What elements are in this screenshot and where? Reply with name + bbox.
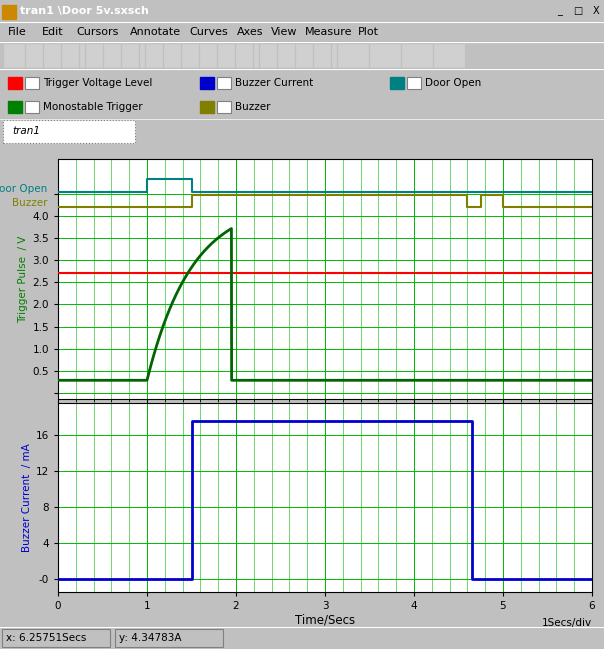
- Bar: [80, 44, 84, 67]
- Bar: [588, 2, 604, 20]
- Text: □: □: [573, 6, 583, 16]
- Bar: [8, 77, 22, 89]
- Bar: [434, 44, 464, 67]
- Bar: [26, 44, 42, 67]
- Bar: [552, 2, 568, 20]
- Text: Trigger Voltage Level: Trigger Voltage Level: [43, 78, 152, 88]
- Bar: [200, 77, 214, 89]
- Bar: [217, 101, 231, 112]
- Bar: [402, 44, 432, 67]
- Bar: [407, 77, 421, 89]
- Bar: [182, 44, 198, 67]
- Text: Buzzer: Buzzer: [12, 198, 47, 208]
- Bar: [390, 77, 404, 89]
- Text: File: File: [8, 27, 27, 37]
- Text: _: _: [557, 6, 562, 16]
- Bar: [200, 44, 216, 67]
- Text: Monostable Trigger: Monostable Trigger: [43, 101, 143, 112]
- X-axis label: Time/Secs: Time/Secs: [295, 614, 355, 627]
- Bar: [218, 44, 234, 67]
- Bar: [2, 5, 16, 19]
- Text: Measure: Measure: [304, 27, 352, 37]
- Text: Plot: Plot: [358, 27, 379, 37]
- Bar: [217, 77, 231, 89]
- Bar: [86, 44, 102, 67]
- Text: Cursors: Cursors: [76, 27, 118, 37]
- Text: Curves: Curves: [190, 27, 228, 37]
- Bar: [8, 101, 22, 112]
- Bar: [146, 44, 162, 67]
- Text: y: 4.34783A: y: 4.34783A: [119, 633, 181, 643]
- Text: Door Open: Door Open: [0, 184, 47, 193]
- Bar: [370, 44, 400, 67]
- Bar: [44, 44, 60, 67]
- FancyBboxPatch shape: [3, 120, 135, 143]
- Bar: [25, 101, 39, 112]
- Text: View: View: [271, 27, 297, 37]
- Bar: [62, 44, 78, 67]
- Text: Axes: Axes: [237, 27, 263, 37]
- Bar: [122, 44, 138, 67]
- Bar: [115, 629, 223, 647]
- Bar: [338, 44, 368, 67]
- Text: Buzzer: Buzzer: [235, 101, 271, 112]
- Y-axis label: Trigger Pulse  / V: Trigger Pulse / V: [18, 236, 28, 323]
- Bar: [254, 44, 258, 67]
- Text: Annotate: Annotate: [129, 27, 181, 37]
- Text: x: 6.25751Secs: x: 6.25751Secs: [6, 633, 86, 643]
- Text: Edit: Edit: [42, 27, 63, 37]
- Bar: [260, 44, 276, 67]
- Bar: [104, 44, 120, 67]
- Text: Buzzer Current: Buzzer Current: [235, 78, 313, 88]
- Text: X: X: [593, 6, 599, 16]
- Bar: [4, 44, 24, 67]
- Bar: [140, 44, 144, 67]
- Bar: [278, 44, 294, 67]
- Bar: [2, 629, 110, 647]
- Text: tran1: tran1: [12, 127, 40, 136]
- Bar: [314, 44, 330, 67]
- Bar: [25, 77, 39, 89]
- Bar: [570, 2, 586, 20]
- Bar: [236, 44, 252, 67]
- Bar: [332, 44, 336, 67]
- Bar: [296, 44, 312, 67]
- Y-axis label: Buzzer Current  / mA: Buzzer Current / mA: [22, 443, 31, 552]
- Bar: [200, 101, 214, 112]
- Text: tran1 \Door 5v.sxsch: tran1 \Door 5v.sxsch: [20, 6, 149, 16]
- Bar: [164, 44, 180, 67]
- Text: Door Open: Door Open: [425, 78, 481, 88]
- Text: 1Secs/div: 1Secs/div: [542, 618, 592, 628]
